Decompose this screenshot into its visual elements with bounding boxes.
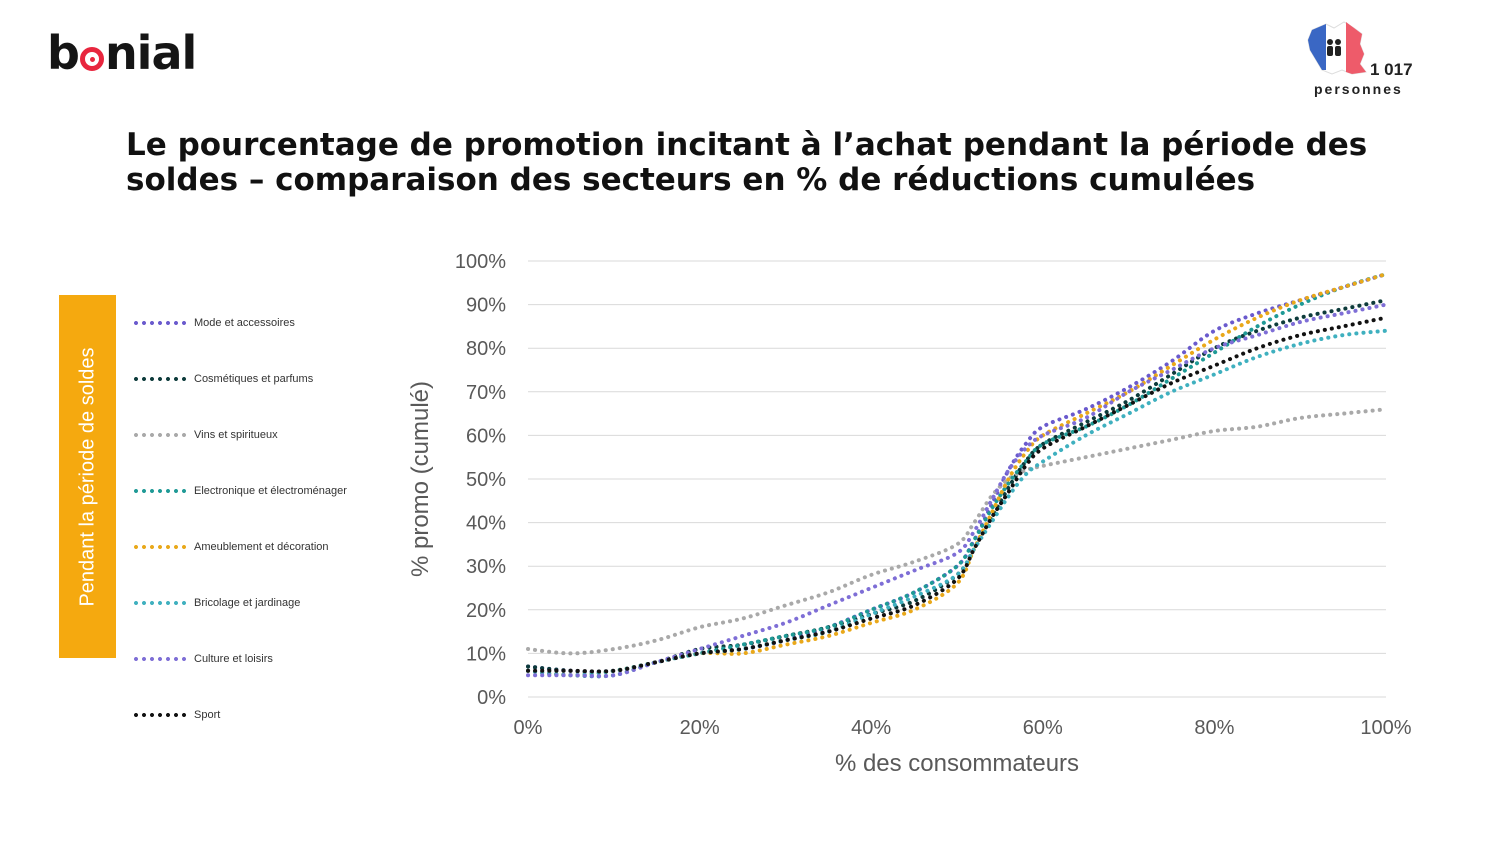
legend-item: Culture et loisirs <box>132 650 273 668</box>
series-line-cosmetiques-et-parfums <box>526 298 1388 674</box>
legend-item: Vins et spiritueux <box>132 426 278 444</box>
legend-label: Bricolage et jardinage <box>194 597 301 609</box>
legend-label: Cosmétiques et parfums <box>194 373 314 385</box>
series-line-vins-et-spiritueux <box>526 407 1388 656</box>
legend-label: Ameublement et décoration <box>194 541 329 553</box>
bonial-logo: b nial <box>47 30 197 76</box>
y-tick-label: 70% <box>466 382 506 404</box>
legend-item: Ameublement et décoration <box>132 538 329 556</box>
logo-target-icon <box>79 47 104 71</box>
logo-text-start: b <box>47 26 80 80</box>
legend-swatch <box>132 433 186 437</box>
y-tick-label: 90% <box>466 295 506 317</box>
y-tick-label: 10% <box>466 643 506 665</box>
legend-swatch <box>132 657 186 661</box>
y-tick-label: 30% <box>466 556 506 578</box>
legend-label: Culture et loisirs <box>194 653 273 665</box>
y-tick-label: 60% <box>466 425 506 447</box>
legend-swatch <box>132 545 186 549</box>
period-side-tab: Pendant la période de soldes <box>59 295 116 658</box>
legend-label: Mode et accessoires <box>194 317 295 329</box>
legend-label: Sport <box>194 709 221 721</box>
legend-item: Cosmétiques et parfums <box>132 370 313 388</box>
y-tick-label: 40% <box>466 513 506 535</box>
series-line-sport <box>526 315 1388 674</box>
period-side-label: Pendant la période de soldes <box>76 346 98 607</box>
y-axis-label: % promo (cumulé) <box>407 381 434 577</box>
france-map-icon <box>1307 21 1367 75</box>
sample-count: 1 017 <box>1370 60 1413 79</box>
y-tick-label: 20% <box>466 600 506 622</box>
legend-swatch <box>132 377 186 381</box>
y-tick-label: 80% <box>466 338 506 360</box>
x-tick-label: 60% <box>1023 717 1063 739</box>
cumulative-promo-line-chart: 0% 10% 20% 30% 40% 50% 60% 70% 80% 90% 100% 0% 20% 40… <box>407 251 1412 777</box>
sample-size-badge: 1 017 personnes <box>1304 20 1424 100</box>
y-tick-label: 0% <box>477 687 506 709</box>
legend-label: Vins et spiritueux <box>194 429 278 441</box>
x-tick-label: 40% <box>851 717 891 739</box>
y-tick-label: 100% <box>455 251 506 273</box>
x-axis-label: % des consommateurs <box>835 750 1079 777</box>
legend-item: Mode et accessoires <box>132 314 295 332</box>
page-title: Le pourcentage de promotion incitant à l… <box>126 127 1368 198</box>
legend-item: Bricolage et jardinage <box>132 594 300 612</box>
legend-swatch <box>132 489 186 493</box>
series-line-bricolage-et-jardinage <box>526 328 1388 678</box>
legend-swatch <box>132 601 186 605</box>
x-tick-label: 20% <box>680 717 720 739</box>
people-icon <box>1327 39 1341 56</box>
x-tick-label: 80% <box>1194 717 1234 739</box>
legend-swatch <box>132 713 186 717</box>
legend-swatch <box>132 321 186 325</box>
x-tick-label: 100% <box>1360 717 1411 739</box>
legend-item: Electronique et électroménager <box>132 482 347 500</box>
sample-unit: personnes <box>1314 81 1403 97</box>
x-tick-label: 0% <box>514 717 543 739</box>
logo-text-end: nial <box>104 26 197 80</box>
legend-item: Sport <box>132 706 220 724</box>
legend-label: Electronique et électroménager <box>194 485 347 497</box>
y-tick-label: 50% <box>466 469 506 491</box>
series-line-culture-et-loisirs <box>526 302 1388 679</box>
